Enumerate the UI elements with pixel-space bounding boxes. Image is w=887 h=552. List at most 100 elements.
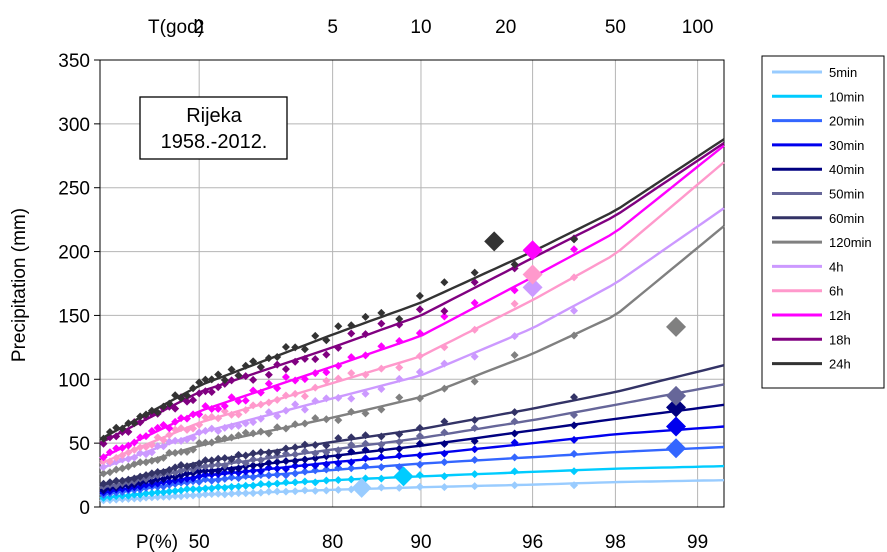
data-point — [570, 245, 579, 254]
series-5min — [99, 479, 725, 505]
fit-curve — [99, 225, 725, 477]
y-tick-label: 300 — [58, 115, 90, 136]
data-point — [189, 396, 198, 405]
legend-item: 20min — [772, 114, 864, 129]
legend-label: 60min — [829, 211, 864, 226]
data-point — [207, 388, 216, 397]
data-point — [510, 299, 519, 308]
legend-label: 18h — [829, 332, 851, 347]
y-axis-ticks: 0 50 100 150 200 250 300 350 — [58, 51, 100, 519]
annotation-box — [139, 96, 288, 160]
legend-label: 10min — [829, 89, 864, 104]
legend-label: 12h — [829, 308, 851, 323]
top-axis: 2 5 10 20 50 100 — [194, 17, 714, 38]
legend-items: 5min 10min 20min 30min 40min 50min 60min 120min… — [772, 65, 872, 372]
legend-item: 60min — [772, 211, 864, 226]
series-layer — [99, 138, 725, 505]
highlight-marker — [522, 277, 543, 298]
legend-box — [761, 55, 885, 389]
highlight-marker — [484, 231, 505, 252]
legend-item: 10min — [772, 89, 864, 104]
data-point — [264, 379, 273, 388]
data-point — [470, 377, 479, 386]
series-30min — [99, 425, 725, 497]
y-tick-label: 150 — [58, 306, 90, 327]
legend-label: 40min — [829, 162, 864, 177]
series-4h — [99, 207, 725, 471]
fit-curve — [99, 479, 725, 502]
data-point — [377, 308, 386, 317]
data-point — [300, 405, 309, 414]
legend-item: 30min — [772, 138, 864, 153]
top-tick-label: 10 — [410, 17, 431, 38]
data-point — [347, 394, 356, 403]
data-point — [334, 322, 343, 331]
bottom-axis-title: P(%) — [136, 532, 178, 552]
bottom-tick-label: 90 — [410, 532, 431, 552]
highlight-marker — [351, 477, 372, 498]
data-point — [570, 306, 579, 315]
bottom-tick-label: 98 — [605, 532, 626, 552]
highlight-marker — [666, 416, 687, 437]
data-point — [395, 363, 404, 372]
y-tick-label: 0 — [79, 498, 90, 519]
fit-curve — [99, 445, 725, 497]
data-point — [470, 298, 479, 307]
bottom-tick-label: 80 — [322, 532, 343, 552]
data-point — [470, 268, 479, 277]
annotation-line-1: Rijeka — [186, 105, 242, 127]
highlight-marker — [393, 466, 414, 487]
legend-item: 40min — [772, 162, 864, 177]
data-point — [249, 386, 258, 395]
y-tick-label: 350 — [58, 51, 90, 72]
legend-label: 24h — [829, 357, 851, 372]
data-point — [256, 362, 265, 371]
legend-label: 30min — [829, 138, 864, 153]
top-tick-label: 20 — [495, 17, 516, 38]
data-point — [377, 319, 386, 328]
y-tick-label: 200 — [58, 243, 90, 264]
data-point — [249, 375, 258, 384]
fit-curve — [99, 161, 725, 465]
series-40min — [99, 403, 725, 495]
data-point — [347, 369, 356, 378]
data-point — [510, 351, 519, 360]
legend-item: 4h — [772, 259, 843, 274]
data-point — [395, 393, 404, 402]
legend-label: 50min — [829, 187, 864, 202]
fit-curve — [99, 364, 725, 487]
data-point — [395, 314, 404, 323]
annotation-line-2: 1958.-2012. — [161, 131, 268, 153]
series-60min — [99, 364, 725, 488]
data-point — [440, 307, 449, 316]
legend-item: 12h — [772, 308, 851, 323]
legend-label: 5min — [829, 65, 857, 80]
data-point — [214, 404, 223, 413]
series-10min — [99, 464, 725, 502]
fit-curve — [99, 144, 725, 460]
fit-curve — [99, 383, 725, 489]
legend-item: 24h — [772, 357, 851, 372]
data-point — [334, 416, 343, 425]
legend: 5min 10min 20min 30min 40min 50min 60min 120min… — [761, 55, 885, 389]
fit-curve — [99, 403, 725, 492]
top-tick-label: 2 — [194, 17, 205, 38]
data-point — [311, 331, 320, 340]
data-point — [281, 365, 290, 374]
fit-curve — [99, 138, 725, 441]
bottom-axis: 50 80 90 96 98 99 — [189, 532, 709, 552]
plot-frame — [99, 59, 725, 508]
data-point — [347, 329, 356, 338]
data-point — [311, 355, 320, 364]
fit-curve — [99, 142, 725, 445]
legend-item: 50min — [772, 187, 864, 202]
highlight-marker — [666, 397, 687, 418]
data-point — [510, 286, 519, 295]
bottom-tick-label: 96 — [522, 532, 543, 552]
data-point — [510, 260, 519, 269]
series-120min — [99, 225, 725, 478]
data-point — [361, 312, 370, 321]
data-point — [440, 312, 449, 321]
